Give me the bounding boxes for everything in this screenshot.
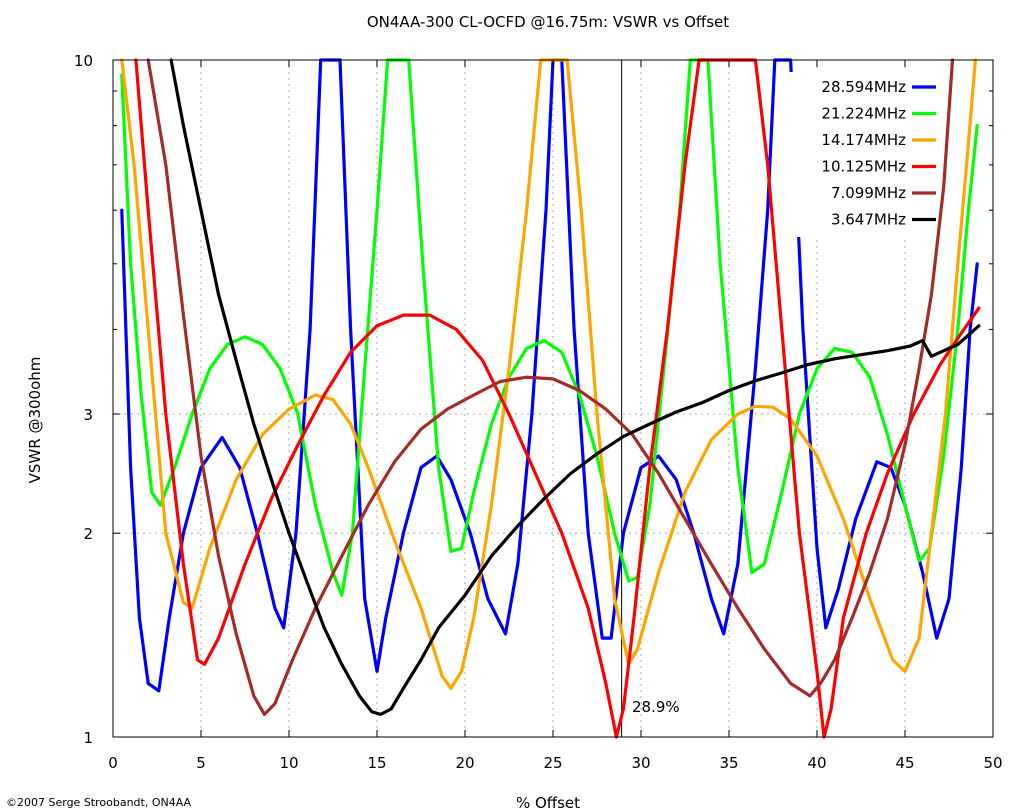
x-axis-label: % Offset bbox=[516, 794, 580, 812]
x-tick-label: 40 bbox=[807, 754, 826, 772]
x-tick-label: 35 bbox=[719, 754, 738, 772]
legend-label: 14.174MHz bbox=[821, 131, 906, 149]
x-tick-label: 5 bbox=[196, 754, 206, 772]
legend-background bbox=[786, 72, 936, 237]
series-lines bbox=[120, 58, 981, 739]
x-tick-label: 0 bbox=[108, 754, 118, 772]
series-line bbox=[134, 58, 981, 739]
legend: 28.594MHz 21.224MHz 14.174MHz 10.125MHz 7.09… bbox=[786, 72, 936, 237]
y-tick-label: 1 bbox=[83, 729, 93, 747]
chart-title: ON4AA-300 CL-OCFD @16.75m: VSWR vs Offse… bbox=[367, 13, 729, 31]
legend-label: 28.594MHz bbox=[821, 78, 906, 96]
y-axis-label: VSWR @300ohm bbox=[26, 357, 44, 484]
axis-ticks: 0 5 10 15 20 25 30 35 40 45 50 1 2 3 10 bbox=[74, 52, 1003, 772]
x-tick-label: 45 bbox=[895, 754, 914, 772]
y-tick-label: 3 bbox=[83, 406, 93, 424]
x-tick-label: 30 bbox=[631, 754, 650, 772]
legend-label: 21.224MHz bbox=[821, 105, 906, 123]
legend-label: 3.647MHz bbox=[831, 211, 906, 229]
annotation-label: 28.9% bbox=[632, 698, 680, 716]
x-tick-label: 25 bbox=[543, 754, 562, 772]
y-tick-label: 2 bbox=[83, 525, 93, 543]
legend-label: 7.099MHz bbox=[831, 184, 906, 202]
y-tick-label: 10 bbox=[74, 52, 93, 70]
x-tick-label: 10 bbox=[279, 754, 298, 772]
x-tick-label: 15 bbox=[367, 754, 386, 772]
series-line bbox=[120, 58, 979, 597]
x-tick-label: 50 bbox=[983, 754, 1002, 772]
x-tick-label: 20 bbox=[455, 754, 474, 772]
series-line bbox=[169, 58, 981, 716]
legend-label: 10.125MHz bbox=[821, 158, 906, 176]
copyright-text: ©2007 Serge Stroobandt, ON4AA bbox=[6, 796, 192, 809]
series-line bbox=[146, 58, 955, 716]
